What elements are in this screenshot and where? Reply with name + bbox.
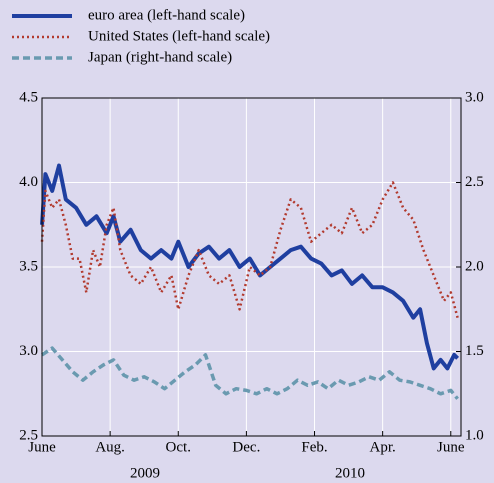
legend-label: euro area (left-hand scale)	[88, 7, 245, 23]
y2-tick-label: 1.0	[465, 427, 484, 443]
x-tick-label: Apr.	[370, 439, 396, 455]
plot-border	[41, 97, 462, 437]
y-tick-label: 3.5	[19, 258, 38, 274]
y2-tick-label: 3.0	[465, 89, 484, 105]
series-line	[40, 163, 460, 371]
year-label: 2009	[130, 465, 160, 481]
series-line	[40, 181, 459, 319]
y2-tick-label: 2.5	[465, 174, 484, 190]
x-tick-label: June	[28, 439, 56, 455]
legend-label: Japan (right-hand scale)	[88, 49, 232, 65]
y-tick-label: 3.0	[19, 343, 38, 359]
y-tick-label: 4.0	[19, 174, 38, 190]
y2-tick-label: 1.5	[465, 343, 484, 359]
y-tick-label: 2.5	[19, 427, 38, 443]
x-tick-label: Dec.	[232, 439, 260, 455]
series-line	[41, 346, 459, 400]
legend-label: United States (left-hand scale)	[88, 28, 270, 44]
x-tick-label: Oct.	[166, 439, 191, 455]
x-tick-label: Feb.	[301, 439, 327, 455]
y-tick-label: 4.5	[19, 89, 38, 105]
y2-tick-label: 2.0	[465, 258, 484, 274]
year-label: 2010	[335, 465, 365, 481]
x-tick-label: Aug.	[95, 439, 125, 455]
x-tick-label: June	[437, 439, 465, 455]
